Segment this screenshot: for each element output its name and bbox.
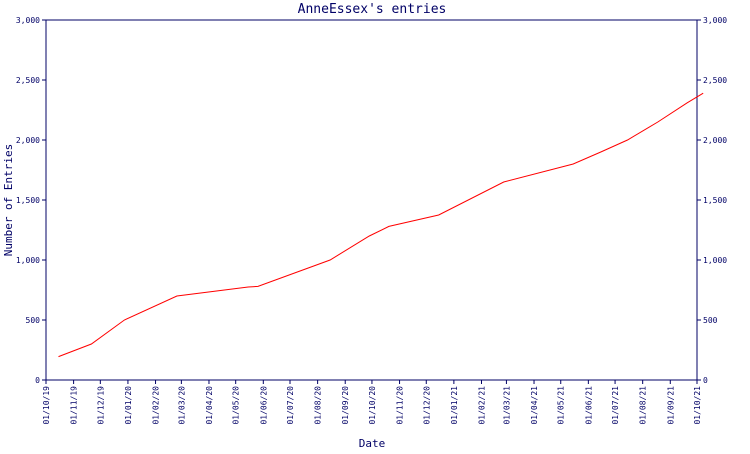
- x-tick-label: 01/03/20: [177, 386, 186, 425]
- x-tick-label: 01/10/21: [693, 386, 702, 425]
- x-tick-label: 01/09/20: [341, 386, 350, 425]
- y-tick-label-left: 2,000: [16, 136, 40, 145]
- x-tick-label: 01/05/20: [232, 386, 241, 425]
- x-tick-label: 01/07/20: [286, 386, 295, 425]
- x-axis-title: Date: [359, 437, 386, 450]
- y-tick-label-left: 500: [26, 316, 41, 325]
- plot-frame: [45, 19, 698, 381]
- y-tick-label-left: 1,000: [16, 256, 40, 265]
- x-tick-label: 01/04/20: [205, 386, 214, 425]
- x-tick-label: 01/01/20: [124, 386, 133, 425]
- x-tick-label: 01/06/21: [584, 386, 593, 425]
- x-tick-label: 01/04/21: [530, 386, 539, 425]
- x-tick-label: 01/10/20: [368, 386, 377, 425]
- y-tick-label-left: 0: [35, 376, 40, 385]
- y-tick-label-right: 3,000: [703, 16, 727, 25]
- x-tick-label: 01/01/21: [450, 386, 459, 425]
- y-tick-label-right: 500: [703, 316, 718, 325]
- x-tick-label: 01/12/19: [96, 386, 105, 425]
- x-tick-label: 01/02/20: [152, 386, 161, 425]
- y-tick-label-right: 1,000: [703, 256, 727, 265]
- x-tick-label: 01/08/21: [639, 386, 648, 425]
- y-tick-label-right: 0: [703, 376, 708, 385]
- x-tick-label: 01/05/21: [557, 386, 566, 425]
- y-tick-label-right: 2,500: [703, 76, 727, 85]
- x-tick-label: 01/12/20: [422, 386, 431, 425]
- x-tick-label: 01/11/19: [70, 386, 79, 425]
- y-tick-label-left: 2,500: [16, 76, 40, 85]
- x-tick-label: 01/06/20: [259, 386, 268, 425]
- y-tick-label-left: 3,000: [16, 16, 40, 25]
- series-line: [58, 92, 704, 358]
- y-tick-label-right: 2,000: [703, 136, 727, 145]
- x-tick-label: 01/02/21: [477, 386, 486, 425]
- x-tick-label: 01/10/19: [42, 386, 51, 425]
- y-tick-label-left: 1,500: [16, 196, 40, 205]
- y-tick-label-right: 1,500: [703, 196, 727, 205]
- x-tick-label: 01/08/20: [314, 386, 323, 425]
- y-axis-title: Number of Entries: [2, 144, 15, 257]
- x-tick-label: 01/09/21: [666, 386, 675, 425]
- x-tick-label: 01/03/21: [502, 386, 511, 425]
- chart-title: AnneEssex's entries: [298, 2, 447, 17]
- x-tick-label: 01/11/20: [396, 386, 405, 425]
- x-tick-label: 01/07/21: [611, 386, 620, 425]
